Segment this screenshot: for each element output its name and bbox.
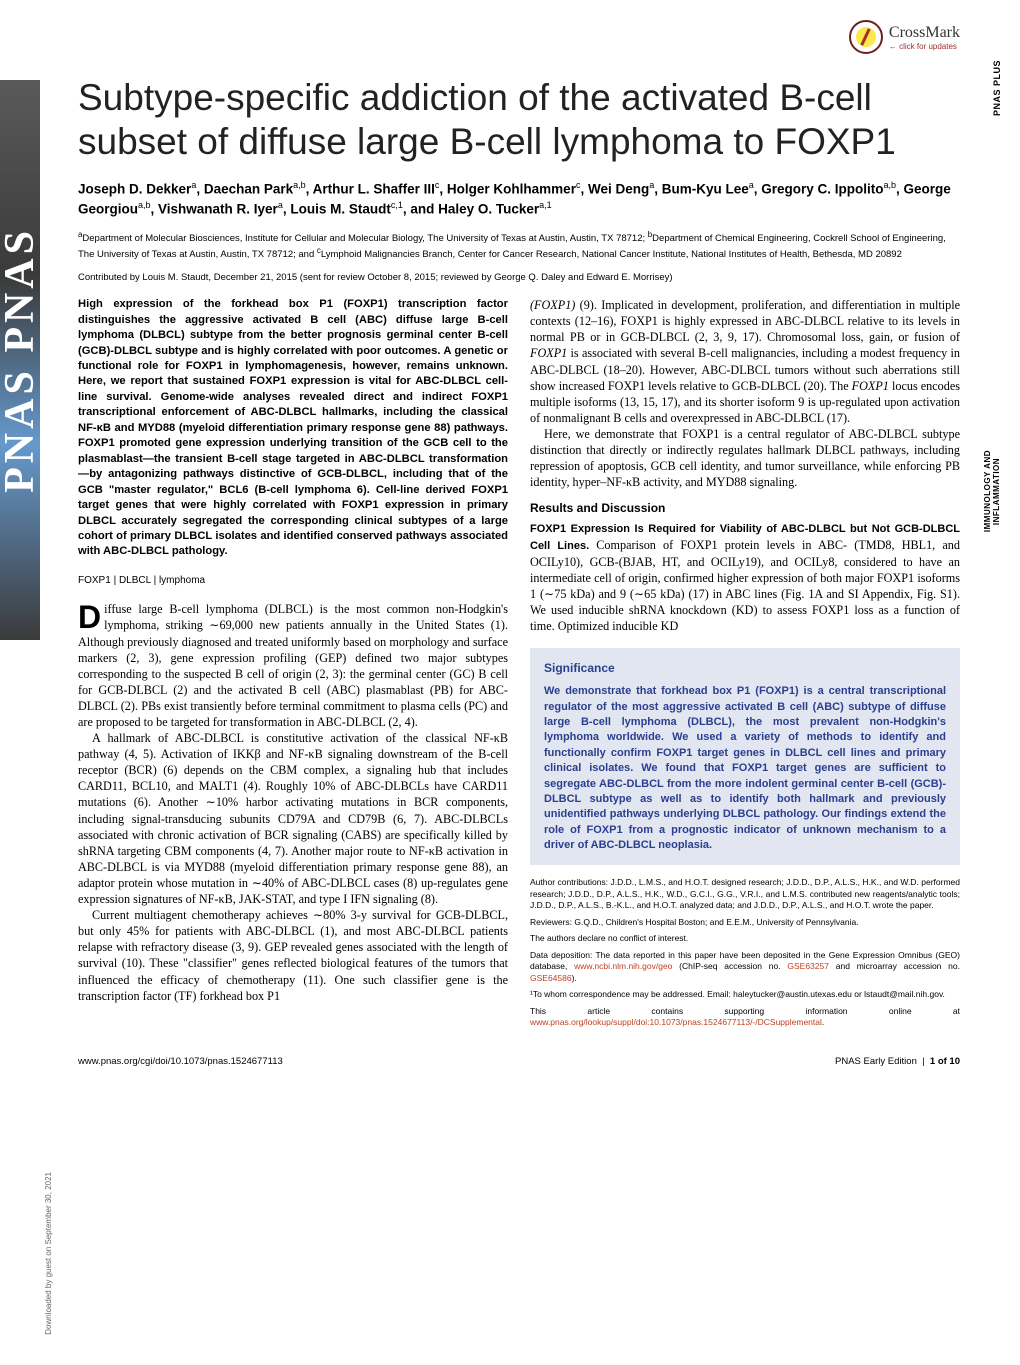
abstract: High expression of the forkhead box P1 (… <box>78 297 508 560</box>
crossmark-text: CrossMark ← click for updates <box>889 24 960 51</box>
crossmark-widget[interactable]: CrossMark ← click for updates <box>849 20 960 54</box>
significance-box: Significance We demonstrate that forkhea… <box>530 648 960 865</box>
results-body: FOXP1 Expression Is Required for Viabili… <box>530 520 960 634</box>
accession-link-1[interactable]: GSE63257 <box>787 961 829 971</box>
left-column: High expression of the forkhead box P1 (… <box>78 297 508 1033</box>
page-number: PNAS Early Edition | 1 of 10 <box>835 1056 960 1067</box>
crossmark-icon <box>849 20 883 54</box>
accession-link-2[interactable]: GSE64586 <box>530 973 572 983</box>
page-footer: www.pnas.org/cgi/doi/10.1073/pnas.152467… <box>78 1034 960 1067</box>
significance-text: We demonstrate that forkhead box P1 (FOX… <box>544 684 946 853</box>
footnotes: Author contributions: J.D.D., L.M.S., an… <box>530 877 960 1028</box>
contributed-line: Contributed by Louis M. Staudt, December… <box>78 272 960 283</box>
author-contributions: Author contributions: J.D.D., L.M.S., an… <box>530 877 960 911</box>
keywords: FOXP1 | DLBCL | lymphoma <box>78 574 508 588</box>
reviewers: Reviewers: G.Q.D., Children's Hospital B… <box>530 917 960 928</box>
conflict: The authors declare no conflict of inter… <box>530 933 960 944</box>
dropcap: D <box>78 601 104 631</box>
significance-title: Significance <box>544 660 946 676</box>
author-list: Joseph D. Dekkera, Daechan Parka,b, Arth… <box>78 179 960 218</box>
results-heading: Results and Discussion <box>530 500 960 516</box>
doi-link[interactable]: www.pnas.org/cgi/doi/10.1073/pnas.152467… <box>78 1056 283 1067</box>
right-column: (FOXP1) (9). Implicated in development, … <box>530 297 960 1033</box>
suppl-link[interactable]: www.pnas.org/lookup/suppl/doi:10.1073/pn… <box>530 1017 822 1027</box>
download-info: Downloaded by guest on September 30, 202… <box>44 1172 53 1335</box>
body-right-top: (FOXP1) (9). Implicated in development, … <box>530 297 960 490</box>
correspondence: ¹To whom correspondence may be addressed… <box>530 989 960 1000</box>
affiliations: aDepartment of Molecular Biosciences, In… <box>78 230 960 262</box>
data-deposition: Data deposition: The data reported in th… <box>530 950 960 984</box>
supporting-info: This article contains supporting informa… <box>530 1006 960 1029</box>
body-left: Diffuse large B-cell lymphoma (DLBCL) is… <box>78 601 508 1003</box>
article-title: Subtype-specific addiction of the activa… <box>78 76 960 165</box>
geo-link[interactable]: www.ncbi.nlm.nih.gov/geo <box>574 961 672 971</box>
